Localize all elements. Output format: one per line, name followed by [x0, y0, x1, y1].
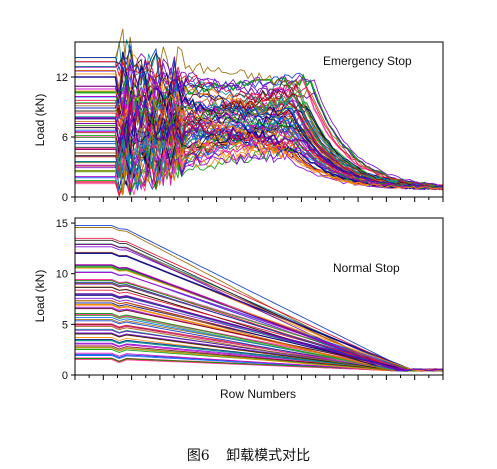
- caption-number: 图6: [186, 448, 210, 464]
- series-line: [75, 302, 444, 371]
- y-tick-label: 0: [62, 370, 68, 382]
- caption-text: 卸载模式对比: [226, 448, 311, 464]
- series-line: [75, 243, 444, 372]
- series-line: [75, 326, 444, 372]
- panel-title-normal: Normal Stop: [333, 261, 400, 275]
- series-line: [75, 267, 444, 372]
- y-tick-label: 6: [62, 132, 68, 144]
- panel-title-emergency: Emergency Stop: [323, 54, 412, 68]
- y-tick-label: 10: [56, 269, 68, 281]
- x-ticks-bottom: [74, 375, 444, 380]
- x-ticks-top: [74, 197, 444, 202]
- y-ticks-top: 0 6 12: [56, 72, 75, 204]
- y-tick-label: 5: [62, 319, 68, 331]
- y-tick-label: 0: [62, 192, 68, 204]
- series-line: [75, 64, 444, 187]
- panel-emergency-stop: 0 6 12 Emergency Stop Load (kN): [33, 28, 444, 204]
- x-axis-label: Row Numbers: [220, 387, 296, 401]
- series-line: [75, 89, 444, 188]
- series-line: [75, 315, 444, 372]
- series-line: [75, 281, 444, 372]
- series-line: [75, 225, 444, 372]
- series-lines-normal: [75, 225, 444, 372]
- series-line: [75, 131, 444, 189]
- series-line: [75, 237, 444, 372]
- y-tick-label: 12: [56, 72, 68, 84]
- panel-normal-stop: 0 5 10 15 Normal Stop Load (kN) Row Numbers: [33, 217, 444, 401]
- figure-caption: 图6 卸载模式对比: [0, 445, 497, 465]
- series-lines-emergency: [75, 28, 444, 198]
- series-line: [75, 227, 444, 372]
- series-line: [75, 289, 444, 372]
- y-tick-label: 15: [56, 218, 68, 230]
- series-line: [75, 91, 444, 189]
- y-ticks-bottom: 0 5 10 15: [56, 218, 75, 382]
- series-line: [75, 271, 444, 371]
- y-axis-label-top: Load (kN): [33, 94, 47, 147]
- series-line: [75, 300, 444, 371]
- series-line: [75, 73, 444, 188]
- series-line: [75, 264, 444, 372]
- series-line: [75, 75, 444, 190]
- y-axis-label-bottom: Load (kN): [33, 270, 47, 323]
- series-line: [75, 347, 444, 372]
